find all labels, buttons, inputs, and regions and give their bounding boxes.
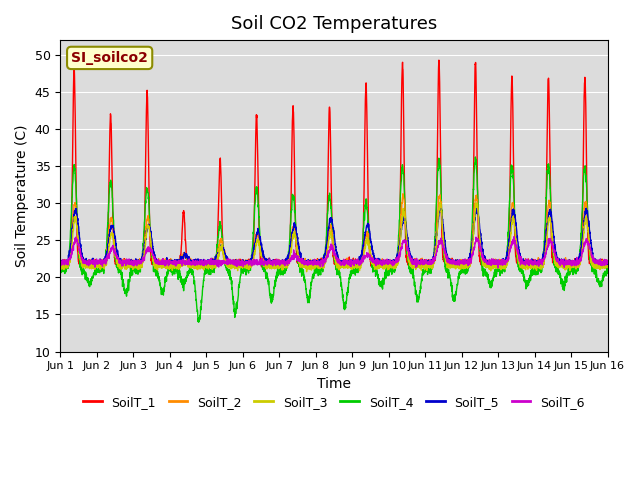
SoilT_2 (266, 263, 274, 268)
SoilT_5 (604, 260, 611, 266)
SoilT_3 (534, 264, 542, 269)
SoilT_3 (290, 231, 298, 237)
SoilT_3 (56, 264, 64, 269)
SoilT_4 (119, 279, 127, 285)
SoilT_1 (290, 134, 298, 140)
Line: SoilT_3: SoilT_3 (60, 202, 607, 272)
Line: SoilT_2: SoilT_2 (60, 194, 607, 267)
SoilT_2 (604, 260, 611, 265)
SoilT_5 (119, 260, 127, 265)
SoilT_1 (56, 257, 64, 263)
SoilT_6 (593, 258, 601, 264)
SoilT_6 (290, 257, 298, 263)
SoilT_1 (127, 264, 134, 270)
SoilT_6 (151, 256, 159, 262)
SoilT_5 (123, 264, 131, 270)
SoilT_4 (195, 319, 202, 325)
Line: SoilT_4: SoilT_4 (60, 157, 607, 322)
SoilT_3 (266, 263, 274, 269)
SoilT_5 (534, 257, 542, 263)
SoilT_4 (604, 263, 611, 269)
SoilT_4 (593, 278, 601, 284)
SoilT_2 (593, 260, 601, 265)
SoilT_5 (593, 262, 601, 268)
Y-axis label: Soil Temperature (C): Soil Temperature (C) (15, 125, 29, 267)
SoilT_4 (290, 194, 298, 200)
SoilT_2 (151, 259, 159, 264)
SoilT_1 (534, 262, 542, 267)
SoilT_1 (119, 262, 127, 267)
SoilT_4 (534, 264, 542, 269)
SoilT_2 (290, 222, 298, 228)
Line: SoilT_6: SoilT_6 (60, 237, 607, 268)
SoilT_5 (152, 258, 159, 264)
Title: Soil CO2 Temperatures: Soil CO2 Temperatures (231, 15, 437, 33)
SoilT_6 (56, 261, 64, 266)
SoilT_1 (266, 260, 274, 265)
SoilT_3 (436, 199, 444, 205)
SoilT_4 (56, 263, 64, 269)
SoilT_1 (152, 257, 159, 263)
SoilT_6 (604, 258, 611, 264)
SoilT_1 (593, 259, 601, 265)
SoilT_2 (119, 261, 127, 267)
SoilT_2 (534, 258, 542, 264)
SoilT_3 (119, 263, 127, 268)
SoilT_5 (473, 205, 481, 211)
SoilT_3 (303, 269, 310, 275)
SoilT_3 (604, 263, 611, 269)
SoilT_3 (593, 264, 601, 269)
SoilT_6 (534, 261, 542, 267)
SoilT_3 (151, 263, 159, 268)
SoilT_4 (266, 295, 274, 300)
Legend: SoilT_1, SoilT_2, SoilT_3, SoilT_4, SoilT_5, SoilT_6: SoilT_1, SoilT_2, SoilT_3, SoilT_4, Soil… (78, 391, 590, 414)
SoilT_2 (399, 191, 407, 197)
SoilT_4 (151, 269, 159, 275)
SoilT_2 (56, 261, 64, 267)
X-axis label: Time: Time (317, 377, 351, 391)
SoilT_5 (290, 222, 298, 228)
Line: SoilT_1: SoilT_1 (60, 60, 607, 267)
SoilT_1 (604, 259, 611, 265)
SoilT_6 (119, 258, 127, 264)
Line: SoilT_5: SoilT_5 (60, 208, 607, 267)
SoilT_5 (266, 262, 274, 267)
SoilT_5 (56, 262, 64, 268)
SoilT_1 (435, 57, 443, 63)
Text: SI_soilco2: SI_soilco2 (71, 51, 148, 65)
SoilT_4 (472, 154, 479, 160)
SoilT_6 (494, 265, 502, 271)
SoilT_2 (337, 264, 344, 270)
SoilT_6 (266, 259, 274, 265)
SoilT_6 (510, 234, 518, 240)
